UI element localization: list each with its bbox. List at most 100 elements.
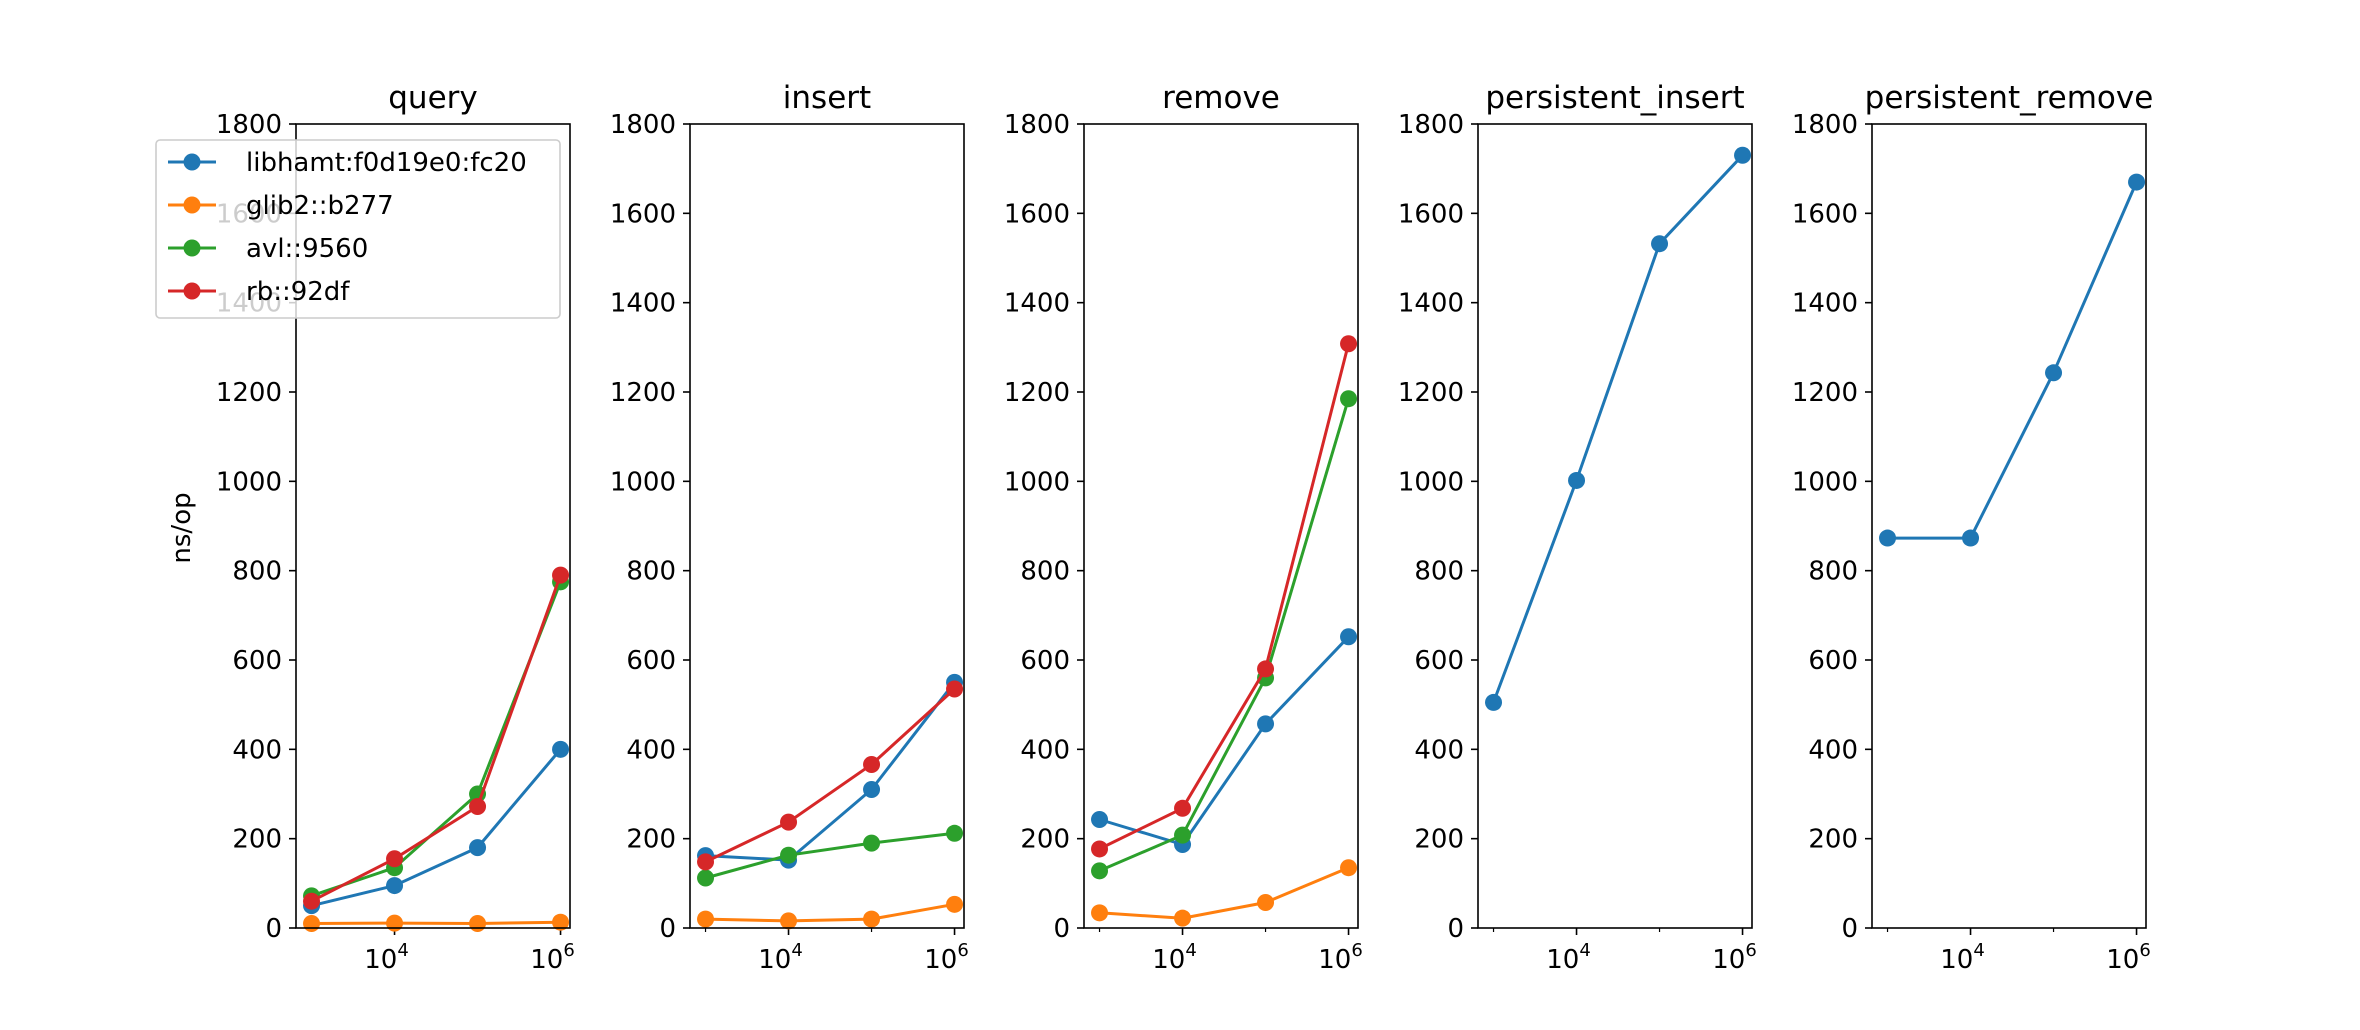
x-tick-label: 106 bbox=[530, 940, 575, 975]
legend-swatch-marker bbox=[183, 282, 201, 300]
legend-entry: avl::9560 bbox=[168, 234, 368, 264]
y-tick-label: 1600 bbox=[1004, 199, 1070, 229]
y-tick-label: 800 bbox=[232, 557, 282, 587]
data-point-libhamt:f0d19e0:fc20 bbox=[1485, 693, 1503, 711]
axes-frame bbox=[689, 123, 965, 929]
y-axis-label: ns/op bbox=[167, 492, 197, 563]
data-point-libhamt:f0d19e0:fc20 bbox=[1091, 810, 1109, 828]
data-point-glib2::b277 bbox=[1340, 859, 1358, 877]
legend-label: glib2::b277 bbox=[246, 191, 394, 221]
y-tick-label: 200 bbox=[1020, 825, 1070, 855]
x-tick-exponent: 4 bbox=[1185, 940, 1196, 961]
y-tick-label: 1200 bbox=[1398, 378, 1464, 408]
data-point-glib2::b277 bbox=[863, 910, 881, 928]
legend-box bbox=[155, 139, 561, 319]
axes-frame bbox=[1477, 123, 1753, 929]
data-point-rb::92df bbox=[1340, 335, 1358, 353]
data-point-rb::92df bbox=[303, 892, 321, 910]
x-tick-base: 10 bbox=[1940, 945, 1973, 975]
subplot-insert: insert 0 200 400 600 800 1000 1200 1400 1600 1800 1… bbox=[610, 80, 969, 975]
data-point-rb::92df bbox=[552, 566, 570, 584]
data-point-libhamt:f0d19e0:fc20 bbox=[2045, 364, 2063, 382]
y-tick-label: 1000 bbox=[1792, 467, 1858, 497]
y-tick-label: 1400 bbox=[1398, 289, 1464, 319]
data-point-glib2::b277 bbox=[1257, 894, 1275, 912]
y-tick-label: 1000 bbox=[216, 467, 282, 497]
data-point-libhamt:f0d19e0:fc20 bbox=[863, 781, 881, 799]
data-point-glib2::b277 bbox=[946, 895, 964, 913]
data-point-rb::92df bbox=[1091, 840, 1109, 858]
data-point-libhamt:f0d19e0:fc20 bbox=[1651, 235, 1669, 253]
x-tick-label: 106 bbox=[2106, 940, 2151, 975]
subplot-title: query bbox=[388, 80, 478, 116]
data-point-glib2::b277 bbox=[552, 913, 570, 931]
series-line-glib2::b277 bbox=[311, 920, 561, 926]
legend-label: avl::9560 bbox=[246, 234, 368, 264]
x-tick-label: 106 bbox=[1712, 940, 1757, 975]
subplot-title: insert bbox=[783, 80, 871, 116]
x-tick-base: 10 bbox=[530, 945, 563, 975]
data-point-libhamt:f0d19e0:fc20 bbox=[386, 877, 404, 895]
y-tick-label: 800 bbox=[1808, 557, 1858, 587]
data-point-glib2::b277 bbox=[303, 915, 321, 933]
y-tick-label: 600 bbox=[1020, 646, 1070, 676]
series-line-glib2::b277 bbox=[705, 902, 955, 923]
data-point-avl::9560 bbox=[863, 834, 881, 852]
data-point-rb::92df bbox=[1257, 660, 1275, 678]
subplot-persistent_remove: persistent_remove 0 200 400 600 800 1000 1200 14… bbox=[1792, 80, 2154, 975]
data-point-glib2::b277 bbox=[697, 910, 715, 928]
y-tick-label: 400 bbox=[1020, 735, 1070, 765]
subplot-query: query02004006008001000120014001600180010… bbox=[216, 80, 575, 975]
y-tick-label: 1600 bbox=[1398, 199, 1464, 229]
data-point-avl::9560 bbox=[946, 824, 964, 842]
y-tick-label: 200 bbox=[1414, 825, 1464, 855]
subplot-panels: query02004006008001000120014001600180010… bbox=[216, 80, 2154, 975]
x-tick-exponent: 6 bbox=[2139, 940, 2150, 961]
x-tick-base: 10 bbox=[1546, 945, 1579, 975]
y-tick-label: 600 bbox=[626, 646, 676, 676]
y-tick-label: 0 bbox=[265, 914, 282, 944]
y-tick-label: 1400 bbox=[1004, 289, 1070, 319]
data-point-avl::9560 bbox=[1091, 862, 1109, 880]
data-point-libhamt:f0d19e0:fc20 bbox=[2128, 173, 2146, 191]
x-tick-label: 104 bbox=[758, 940, 803, 975]
x-tick-base: 10 bbox=[924, 945, 957, 975]
y-tick-label: 600 bbox=[1808, 646, 1858, 676]
y-tick-label: 0 bbox=[1841, 914, 1858, 944]
data-point-glib2::b277 bbox=[469, 915, 487, 933]
y-tick-label: 800 bbox=[1020, 557, 1070, 587]
x-tick-exponent: 4 bbox=[1579, 940, 1590, 961]
y-tick-label: 200 bbox=[1808, 825, 1858, 855]
y-tick-label: 1000 bbox=[610, 467, 676, 497]
y-tick-label: 1200 bbox=[216, 378, 282, 408]
y-tick-label: 1200 bbox=[1004, 378, 1070, 408]
legend-swatch-marker bbox=[183, 239, 201, 257]
y-tick-label: 1800 bbox=[1792, 110, 1858, 140]
subplot-title: persistent_insert bbox=[1485, 80, 1744, 116]
y-tick-label: 0 bbox=[1053, 914, 1070, 944]
data-point-glib2::b277 bbox=[386, 914, 404, 932]
axes-frame bbox=[1871, 123, 2147, 929]
x-tick-base: 10 bbox=[1318, 945, 1351, 975]
data-point-libhamt:f0d19e0:fc20 bbox=[1340, 628, 1358, 646]
y-tick-label: 1000 bbox=[1004, 467, 1070, 497]
series-line-avl::9560 bbox=[311, 581, 562, 898]
axes-frame bbox=[1083, 123, 1359, 929]
series-line-libhamt:f0d19e0:fc20 bbox=[1887, 181, 2138, 540]
data-point-avl::9560 bbox=[1340, 390, 1358, 408]
series-line-libhamt:f0d19e0:fc20 bbox=[1492, 154, 1744, 703]
x-tick-base: 10 bbox=[1152, 945, 1185, 975]
legend-swatch-marker bbox=[183, 153, 201, 171]
series-line-libhamt:f0d19e0:fc20 bbox=[311, 748, 562, 908]
x-tick-label: 106 bbox=[924, 940, 969, 975]
subplot-remove: remove 0 200 400 600 800 1000 1200 1400 1600 1800 1… bbox=[1004, 80, 1363, 975]
legend-entry: glib2::b277 bbox=[168, 191, 394, 221]
series-line-libhamt:f0d19e0:fc20 bbox=[705, 681, 956, 862]
data-point-glib2::b277 bbox=[1174, 909, 1192, 927]
x-tick-base: 10 bbox=[364, 945, 397, 975]
data-point-rb::92df bbox=[386, 850, 404, 868]
data-point-avl::9560 bbox=[697, 869, 715, 887]
x-tick-base: 10 bbox=[758, 945, 791, 975]
x-tick-label: 106 bbox=[1318, 940, 1363, 975]
legend-entry: libhamt:f0d19e0:fc20 bbox=[168, 148, 527, 178]
